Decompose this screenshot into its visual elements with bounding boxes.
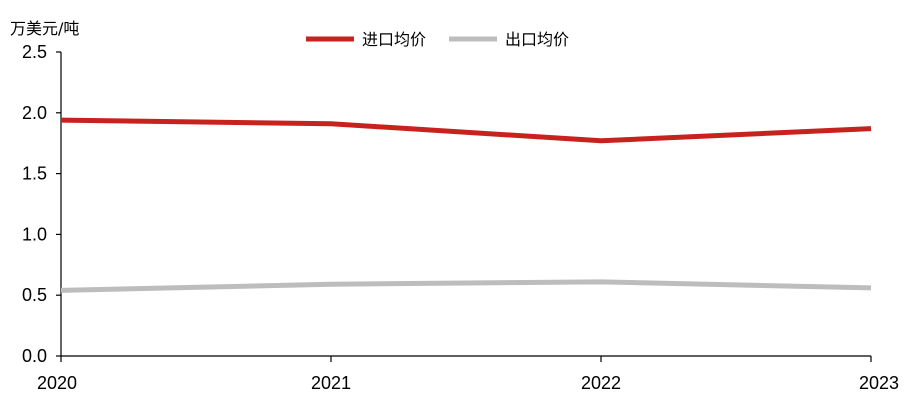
y-tick-label: 1.0 <box>22 224 47 244</box>
y-tick-label: 2.0 <box>22 103 47 123</box>
y-tick-label: 0.5 <box>22 285 47 305</box>
x-tick-label: 2021 <box>311 373 351 393</box>
series-line-export <box>60 279 872 293</box>
y-axis-ticks: 0.0 0.5 1.0 1.5 2.0 2.5 <box>22 42 61 366</box>
legend-label-export: 出口均价 <box>505 30 569 49</box>
series-layer <box>60 117 872 293</box>
x-tick-label: 2022 <box>581 373 621 393</box>
y-axis-unit-label: 万美元/吨 <box>10 19 79 38</box>
x-tick-label: 2023 <box>859 373 899 393</box>
x-axis-ticks: 2020 2021 2022 2023 <box>37 356 899 393</box>
legend: 进口均价 出口均价 <box>306 30 569 49</box>
y-tick-label: 0.0 <box>22 346 47 366</box>
x-tick-label: 2020 <box>37 373 77 393</box>
legend-label-import: 进口均价 <box>362 30 426 49</box>
y-tick-label: 2.5 <box>22 42 47 62</box>
y-tick-label: 1.5 <box>22 164 47 184</box>
series-line-import <box>60 117 872 144</box>
